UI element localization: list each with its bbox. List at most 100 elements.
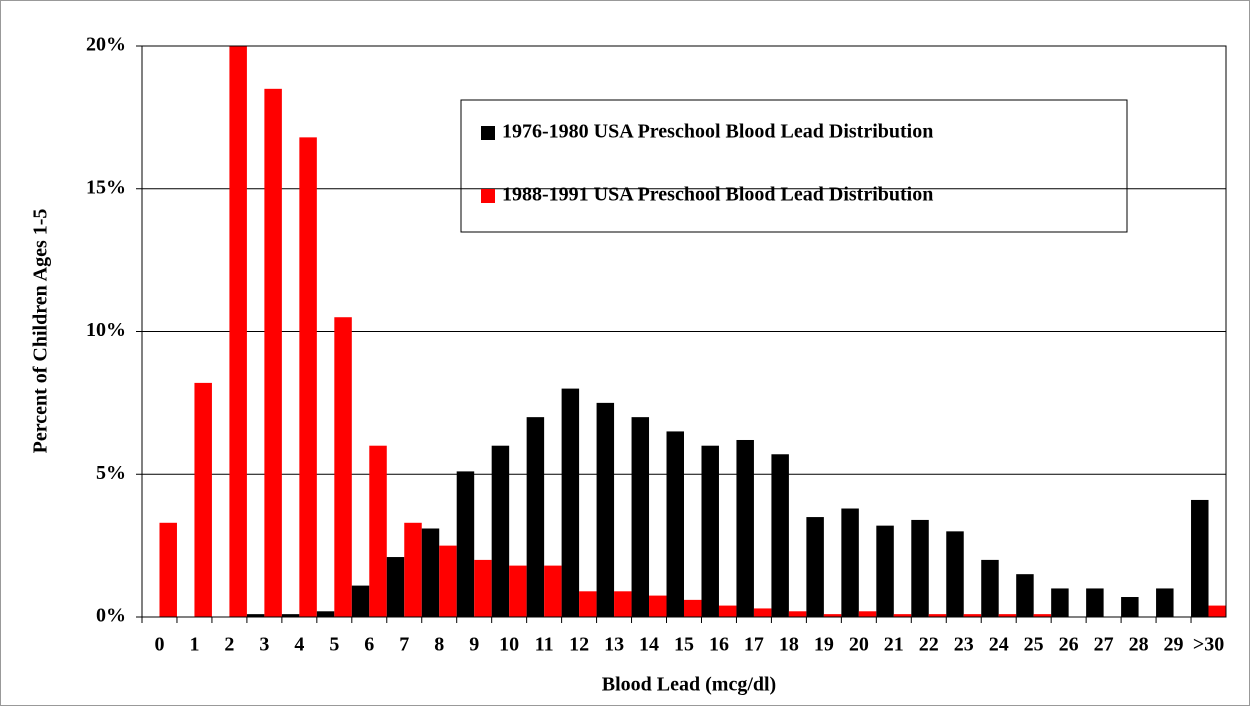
bar [1051, 588, 1069, 617]
bar [474, 559, 492, 617]
bar [194, 382, 212, 617]
bar [316, 611, 335, 617]
bar [404, 522, 422, 617]
bar [998, 614, 1017, 617]
x-tick-label: 27 [1094, 634, 1114, 656]
bar [386, 557, 405, 617]
x-tick-label: 2 [224, 634, 234, 656]
x-tick-label: 15 [674, 634, 694, 656]
x-tick-label: 8 [434, 634, 444, 656]
bar [526, 417, 545, 617]
x-tick-label: 26 [1059, 634, 1079, 656]
bar [614, 591, 632, 617]
x-tick-label: 28 [1129, 634, 1149, 656]
y-tick-label: 15% [86, 176, 126, 198]
bar [736, 439, 754, 617]
bar [334, 317, 352, 617]
bar [841, 508, 859, 617]
y-axis-title: Percent of Children Ages 1-5 [30, 209, 52, 454]
x-tick-label: 11 [535, 634, 554, 656]
x-tick-label: 4 [294, 634, 304, 656]
bar [491, 445, 510, 617]
x-tick-label: 14 [639, 634, 659, 656]
bar [299, 137, 317, 618]
x-tick-label: 1 [189, 634, 199, 656]
x-tick-label: 23 [954, 634, 974, 656]
bar [561, 388, 580, 617]
bar [928, 614, 947, 617]
bar [264, 88, 282, 617]
x-tick-label: 20 [849, 634, 869, 656]
bar [753, 608, 772, 617]
x-tick-label: 9 [469, 634, 479, 656]
bar [1016, 574, 1034, 617]
y-tick-label: 0% [96, 605, 126, 627]
x-tick-label: 17 [744, 634, 764, 656]
x-tick-label: 5 [329, 634, 339, 656]
bar [421, 528, 440, 617]
x-tick-label: 29 [1164, 634, 1184, 656]
bar [701, 445, 719, 617]
bar [718, 605, 737, 617]
bar [1156, 588, 1174, 617]
x-tick-label: 21 [884, 634, 904, 656]
x-tick-label: 13 [604, 634, 624, 656]
bar [439, 545, 457, 617]
bar [579, 591, 597, 617]
plot-border [141, 45, 1227, 618]
bar [981, 559, 999, 617]
bar [1208, 605, 1226, 617]
x-tick-label: 0 [154, 634, 164, 656]
x-tick-label: 3 [259, 634, 269, 656]
bar [946, 531, 964, 617]
bar [806, 517, 824, 617]
x-tick-label: 7 [399, 634, 409, 656]
y-tick-label: 20% [86, 34, 126, 56]
bar [229, 46, 247, 617]
x-tick-label: >30 [1193, 634, 1224, 656]
legend-label: 1988-1991 USA Preschool Blood Lead Distr… [502, 184, 933, 206]
bar [281, 614, 300, 617]
x-tick-label: 10 [499, 634, 519, 656]
x-tick-label: 24 [989, 634, 1009, 656]
legend-swatch [481, 126, 495, 140]
bar [509, 565, 527, 617]
bar [1033, 614, 1052, 617]
bar [788, 611, 807, 617]
bar [1191, 499, 1209, 617]
x-tick-label: 19 [814, 634, 834, 656]
x-tick-label: 12 [569, 634, 589, 656]
x-tick-label: 6 [364, 634, 374, 656]
bar [631, 417, 650, 617]
x-tick-label: 22 [919, 634, 939, 656]
x-tick-label: 16 [709, 634, 729, 656]
bar [649, 595, 667, 617]
bar [246, 614, 265, 617]
bar [893, 614, 912, 617]
bar [963, 614, 982, 617]
bar [369, 445, 387, 617]
bar [1086, 588, 1104, 617]
bar [456, 471, 475, 617]
legend-swatch [481, 189, 495, 203]
y-tick-label: 5% [96, 462, 126, 484]
bar [771, 454, 789, 617]
bar [858, 611, 877, 617]
bar [684, 599, 702, 617]
legend [460, 99, 1128, 233]
x-axis-title: Blood Lead (mcg/dl) [602, 674, 776, 696]
legend-label: 1976-1980 USA Preschool Blood Lead Distr… [502, 121, 933, 143]
bar [159, 522, 177, 617]
bar [666, 431, 684, 617]
bar [823, 614, 842, 617]
x-tick-label: 25 [1024, 634, 1044, 656]
x-tick-label: 18 [779, 634, 799, 656]
y-tick-label: 10% [86, 319, 126, 341]
bar [911, 519, 929, 617]
bar [596, 402, 615, 617]
bar [876, 525, 894, 617]
bar [544, 565, 562, 617]
bar [1121, 597, 1139, 617]
